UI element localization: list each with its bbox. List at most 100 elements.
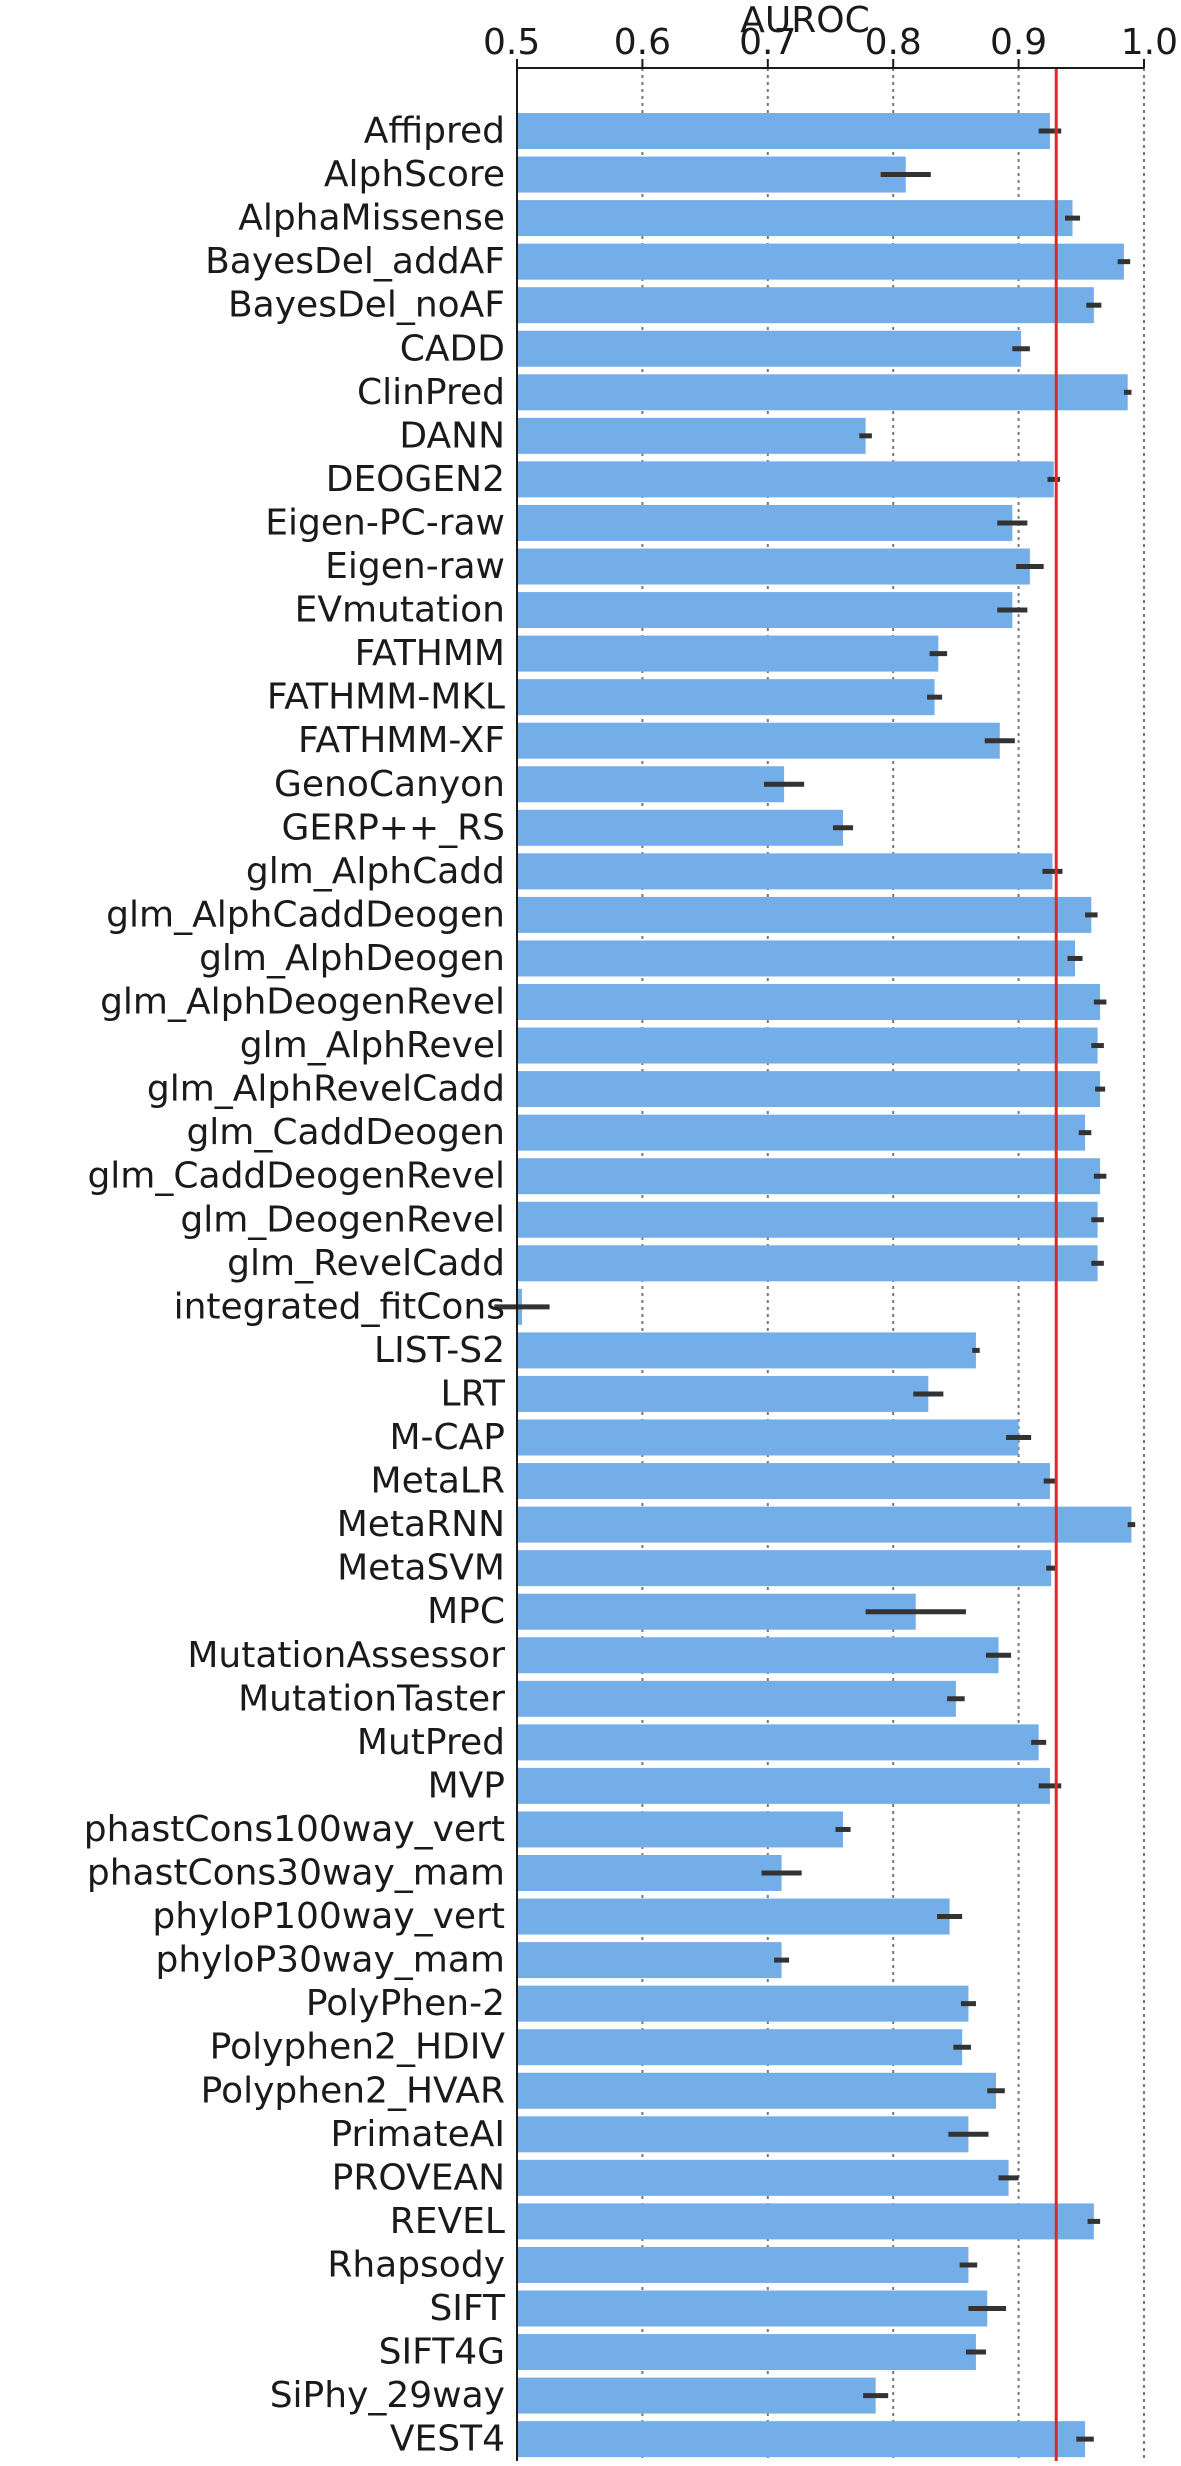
bar-37	[517, 1724, 1039, 1761]
bar-12	[517, 635, 939, 672]
bar-43	[517, 1985, 969, 2022]
category-label-26: glm_RevelCadd	[227, 1243, 505, 1284]
bar-19	[517, 940, 1076, 977]
category-label-50: SIFT	[429, 2288, 506, 2329]
category-label-5: CADD	[400, 328, 505, 369]
bars	[517, 113, 1132, 2458]
bar-52	[517, 2377, 876, 2414]
bar-26	[517, 1245, 1098, 1282]
bar-50	[517, 2290, 988, 2327]
category-label-18: glm_AlphCaddDeogen	[106, 894, 505, 935]
category-label-15: GenoCanyon	[274, 764, 505, 805]
category-label-47: PROVEAN	[332, 2157, 505, 2198]
category-label-9: Eigen-PC-raw	[265, 502, 505, 543]
bar-23	[517, 1114, 1086, 1151]
category-label-51: SIFT4G	[379, 2332, 505, 2373]
category-label-25: glm_DeogenRevel	[180, 1199, 505, 1240]
bar-24	[517, 1158, 1101, 1195]
category-label-33: MetaSVM	[337, 1548, 505, 1589]
bar-33	[517, 1550, 1052, 1587]
bar-11	[517, 592, 1013, 629]
category-label-7: DANN	[399, 415, 505, 456]
bar-30	[517, 1419, 1019, 1456]
bar-42	[517, 1942, 782, 1979]
x-axis: 0.5 0.6 0.7 0.8 0.9 1.0	[483, 22, 1178, 2464]
category-label-0: Affipred	[364, 111, 505, 152]
bar-35	[517, 1637, 999, 1674]
category-label-8: DEOGEN2	[326, 459, 505, 500]
category-label-48: REVEL	[390, 2201, 505, 2242]
bar-34	[517, 1593, 916, 1630]
category-label-27: integrated_fitCons	[174, 1286, 505, 1327]
bar-36	[517, 1680, 956, 1717]
bar-32	[517, 1506, 1132, 1543]
category-label-13: FATHMM-MKL	[267, 677, 505, 718]
bar-5	[517, 330, 1022, 367]
category-label-23: glm_CaddDeogen	[186, 1112, 505, 1153]
category-label-6: ClinPred	[357, 372, 505, 413]
category-label-35: MutationAssessor	[187, 1635, 505, 1676]
bar-4	[517, 287, 1094, 324]
category-label-37: MutPred	[357, 1722, 505, 1763]
bar-18	[517, 896, 1092, 933]
bar-53	[517, 2421, 1086, 2458]
bar-46	[517, 2116, 969, 2153]
bar-9	[517, 504, 1013, 541]
category-label-3: BayesDel_addAF	[205, 241, 505, 282]
category-label-14: FATHMM-XF	[298, 720, 505, 761]
category-label-1: AlphScore	[324, 154, 505, 195]
bar-0	[517, 113, 1050, 149]
bar-45	[517, 2072, 997, 2109]
bar-3	[517, 243, 1124, 280]
category-label-44: Polyphen2_HDIV	[210, 2027, 506, 2068]
category-label-39: phastCons100way_vert	[84, 1809, 505, 1850]
category-label-36: MutationTaster	[238, 1678, 505, 1719]
category-label-52: SiPhy_29way	[270, 2375, 505, 2416]
category-label-11: EVmutation	[295, 590, 505, 631]
category-label-21: glm_AlphRevel	[240, 1025, 505, 1066]
category-labels: AffipredAlphScoreAlphaMissenseBayesDel_a…	[84, 111, 506, 2460]
category-label-42: phyloP30way_mam	[155, 1940, 505, 1981]
x-axis-title: AUROC	[740, 0, 869, 41]
category-label-28: LIST-S2	[374, 1330, 505, 1371]
bar-7	[517, 417, 866, 454]
bar-16	[517, 809, 844, 846]
category-label-19: glm_AlphDeogen	[199, 938, 505, 979]
bar-48	[517, 2203, 1094, 2240]
category-label-4: BayesDel_noAF	[228, 285, 505, 326]
bar-20	[517, 984, 1101, 1020]
category-label-31: MetaLR	[371, 1461, 505, 1502]
bar-6	[517, 374, 1128, 411]
category-label-12: FATHMM	[355, 633, 505, 674]
category-label-43: PolyPhen-2	[306, 1983, 505, 2024]
category-label-17: glm_AlphCadd	[246, 851, 505, 892]
bar-38	[517, 1767, 1050, 1804]
x-tick-label-1: 0.6	[614, 22, 671, 63]
x-tick-label-3: 0.8	[865, 22, 922, 63]
x-tick-label-4: 0.9	[990, 22, 1047, 63]
bar-14	[517, 722, 1000, 759]
category-label-34: MPC	[427, 1591, 505, 1632]
x-tick-label-0: 0.5	[483, 22, 540, 63]
category-label-45: Polyphen2_HVAR	[201, 2070, 505, 2111]
bar-15	[517, 766, 785, 803]
bar-29	[517, 1375, 929, 1412]
bar-49	[517, 2246, 969, 2283]
category-label-53: VEST4	[390, 2419, 505, 2460]
category-label-41: phyloP100way_vert	[152, 1896, 505, 1937]
category-label-32: MetaRNN	[337, 1504, 505, 1545]
bar-44	[517, 2029, 963, 2066]
error-bars	[494, 128, 1136, 2442]
category-label-2: AlphaMissense	[238, 198, 505, 239]
bar-47	[517, 2159, 1009, 2196]
bar-8	[517, 461, 1054, 498]
bar-2	[517, 200, 1073, 237]
bar-17	[517, 853, 1053, 890]
bar-41	[517, 1898, 950, 1935]
bar-13	[517, 679, 935, 716]
bar-31	[517, 1463, 1050, 1500]
bar-51	[517, 2334, 976, 2371]
category-label-46: PrimateAI	[330, 2114, 505, 2155]
